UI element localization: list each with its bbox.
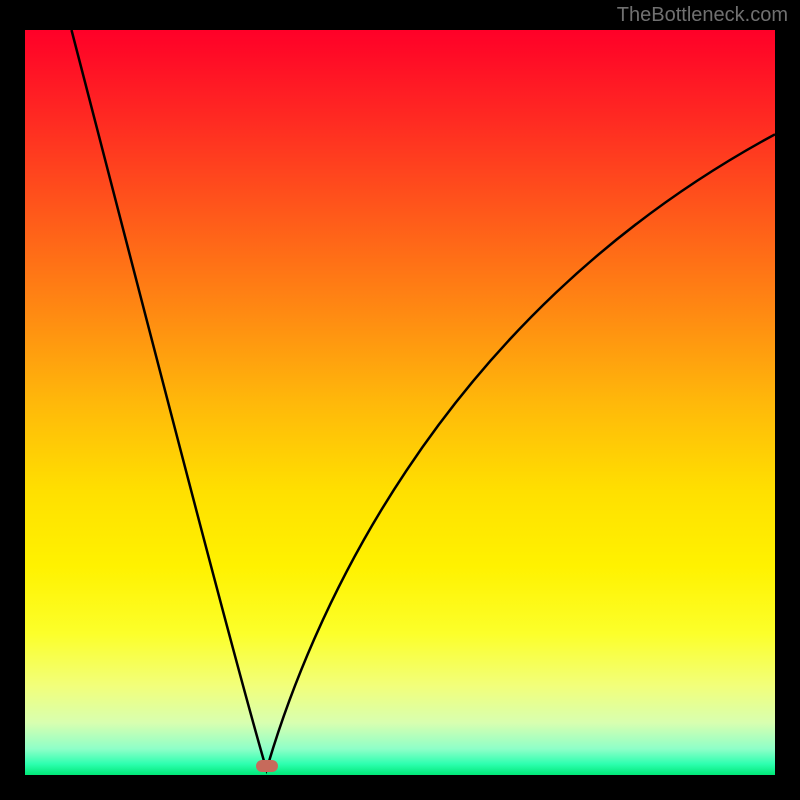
plot-area: [25, 30, 775, 775]
frame-right: [775, 0, 800, 800]
frame-left: [0, 0, 25, 800]
v-curve: [25, 30, 775, 775]
curve-path: [72, 30, 776, 770]
watermark-text: TheBottleneck.com: [617, 4, 788, 27]
apex-marker: [256, 760, 278, 772]
frame-bottom: [0, 775, 800, 800]
